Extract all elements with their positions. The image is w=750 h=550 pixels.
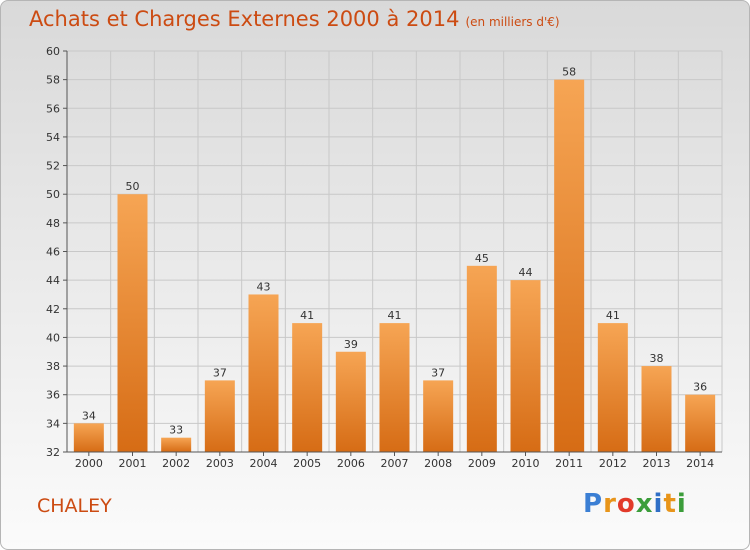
bar-2000 <box>73 423 104 452</box>
bar-value-label: 37 <box>213 366 227 379</box>
logo-letter: o <box>616 489 636 519</box>
bar-value-label: 33 <box>169 424 183 437</box>
bar-2001 <box>117 194 148 452</box>
bar-value-label: 41 <box>606 309 620 322</box>
y-tick-label: 46 <box>46 246 60 259</box>
bar-2009 <box>466 265 497 452</box>
bar-2014 <box>685 394 716 452</box>
y-tick-label: 34 <box>46 417 60 430</box>
logo-letter: x <box>635 489 654 519</box>
x-tick-label: 2012 <box>599 457 627 470</box>
bar-value-label: 34 <box>82 409 96 422</box>
x-tick-label: 2009 <box>468 457 496 470</box>
bar-2010 <box>510 280 541 452</box>
y-tick-label: 50 <box>46 188 60 201</box>
y-tick-label: 36 <box>46 389 60 402</box>
y-tick-label: 44 <box>46 274 60 287</box>
logo-letter: P <box>583 489 604 519</box>
bar-2008 <box>423 380 454 452</box>
y-tick-label: 58 <box>46 74 60 87</box>
y-tick-label: 60 <box>46 45 60 58</box>
y-tick-label: 40 <box>46 331 60 344</box>
bar-2007 <box>379 323 410 452</box>
chart-title: Achats et Charges Externes 2000 à 2014 (e… <box>29 7 560 31</box>
y-tick-label: 56 <box>46 102 60 115</box>
chart-title-text: Achats et Charges Externes 2000 à 2014 <box>29 7 460 31</box>
y-tick-label: 32 <box>46 446 60 459</box>
bar-value-label: 36 <box>693 381 707 394</box>
y-tick-label: 42 <box>46 303 60 316</box>
y-tick-label: 48 <box>46 217 60 230</box>
y-tick-label: 52 <box>46 160 60 173</box>
bar-value-label: 39 <box>344 338 358 351</box>
proxiti-logo: Proxiti <box>583 489 687 519</box>
x-tick-label: 2006 <box>337 457 365 470</box>
bar-value-label: 37 <box>431 366 445 379</box>
x-tick-label: 2002 <box>162 457 190 470</box>
x-tick-label: 2003 <box>206 457 234 470</box>
bar-2011 <box>554 79 585 453</box>
x-tick-label: 2013 <box>643 457 671 470</box>
bar-2012 <box>597 323 628 452</box>
bar-value-label: 43 <box>257 280 271 293</box>
x-tick-label: 2001 <box>119 457 147 470</box>
bar-value-label: 45 <box>475 252 489 265</box>
bar-2006 <box>335 351 366 452</box>
bar-value-label: 38 <box>650 352 664 365</box>
bar-value-label: 41 <box>388 309 402 322</box>
x-tick-label: 2000 <box>75 457 103 470</box>
bar-2003 <box>204 380 235 452</box>
x-tick-label: 2008 <box>424 457 452 470</box>
bar-value-label: 58 <box>562 66 576 79</box>
chart-subtitle: (en milliers d'€) <box>465 15 560 29</box>
bar-2002 <box>161 437 192 452</box>
x-tick-label: 2011 <box>555 457 583 470</box>
x-tick-label: 2004 <box>250 457 278 470</box>
place-name: CHALEY <box>37 495 112 517</box>
bars: 34 50 33 37 43 41 39 41 37 45 44 58 41 38 36 <box>73 66 716 453</box>
logo-letter: i <box>676 489 687 519</box>
bar-2005 <box>292 323 323 452</box>
logo-letter: t <box>663 489 677 519</box>
y-tick-label: 54 <box>46 131 60 144</box>
x-tick-label: 2010 <box>512 457 540 470</box>
x-tick-label: 2014 <box>686 457 714 470</box>
bar-2004 <box>248 294 279 452</box>
y-tick-label: 38 <box>46 360 60 373</box>
logo-letter: r <box>603 489 617 519</box>
logo-letter: i <box>653 489 664 519</box>
x-tick-label: 2007 <box>381 457 409 470</box>
bar-value-label: 50 <box>126 180 140 193</box>
bar-value-label: 41 <box>300 309 314 322</box>
x-tick-label: 2005 <box>293 457 321 470</box>
bar-2013 <box>641 366 672 452</box>
axes: 32 34 36 38 40 42 44 46 48 50 52 54 56 58 60 2000 2001 20… <box>46 45 722 470</box>
bar-value-label: 44 <box>519 266 533 279</box>
